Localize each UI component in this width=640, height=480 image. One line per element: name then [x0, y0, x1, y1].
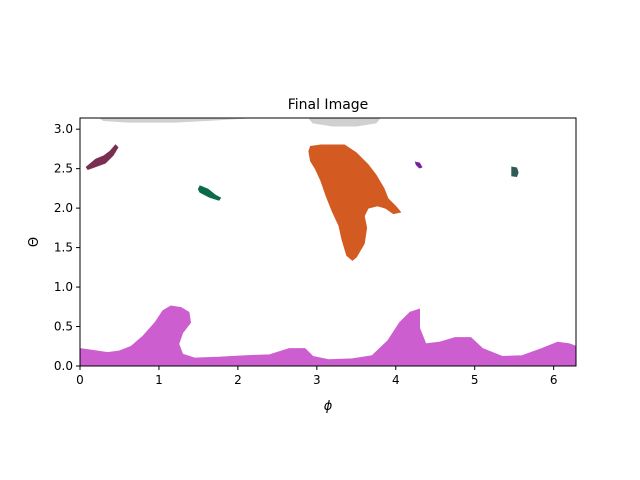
- data-region-3: [85, 144, 119, 171]
- y-tick-label: 1.5: [54, 241, 73, 255]
- x-tick-label: 4: [392, 373, 400, 387]
- data-region-5: [308, 144, 402, 261]
- x-tick-label: 0: [76, 373, 84, 387]
- y-tick-label: 2.0: [54, 201, 73, 215]
- x-tick-label: 3: [313, 373, 321, 387]
- x-tick-label: 2: [234, 373, 242, 387]
- y-tick-label: 0.5: [54, 320, 73, 334]
- x-axis-label: ϕ: [324, 399, 333, 414]
- y-axis: 0.0 0.5 1.0 1.5 2.0 2.5 3.0: [54, 122, 80, 373]
- chart-title: Final Image: [288, 97, 369, 113]
- data-region-8: [79, 305, 577, 367]
- x-tick-label: 6: [550, 373, 558, 387]
- y-tick-label: 3.0: [54, 122, 73, 136]
- plot-regions: [79, 117, 577, 367]
- x-axis: 0 1 2 3 4 5 6: [76, 366, 557, 387]
- y-axis-label: Θ: [27, 237, 42, 247]
- data-region-7: [511, 166, 519, 178]
- plot-frame: [79, 117, 577, 367]
- data-region-4: [197, 185, 222, 201]
- x-tick-label: 1: [155, 373, 163, 387]
- y-tick-label: 1.0: [54, 280, 73, 294]
- data-region-6: [414, 161, 423, 169]
- y-tick-label: 2.5: [54, 162, 73, 176]
- x-tick-label: 5: [471, 373, 479, 387]
- y-tick-label: 0.0: [54, 359, 73, 373]
